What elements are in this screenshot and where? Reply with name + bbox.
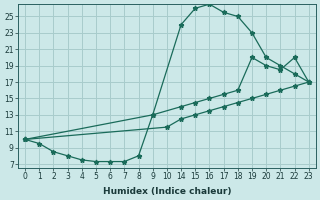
X-axis label: Humidex (Indice chaleur): Humidex (Indice chaleur) [103, 187, 231, 196]
